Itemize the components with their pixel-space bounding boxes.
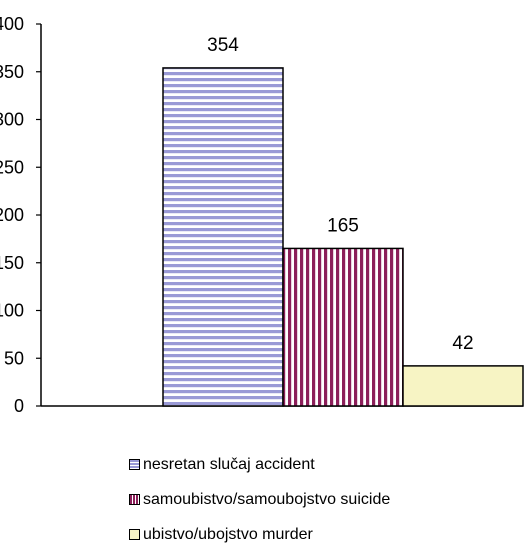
bars xyxy=(162,67,524,407)
legend-label-accident: nesretan slučaj accident xyxy=(143,455,315,473)
legend-item-murder: ubistvo/ubojstvo murder xyxy=(129,524,390,545)
legend: nesretan slučaj accident samoubistvo/sam… xyxy=(129,454,390,559)
legend-item-suicide: samoubistvo/samoubojstvo suicide xyxy=(129,489,390,510)
axes: 0 50 100 150 200 250 300 350 400 xyxy=(0,14,523,416)
y-tick-label: 400 xyxy=(0,14,24,34)
data-label: 165 xyxy=(327,215,359,236)
legend-label-suicide: samoubistvo/samoubojstvo suicide xyxy=(143,490,391,508)
y-tick-label: 350 xyxy=(0,62,24,82)
legend-swatch-accident xyxy=(129,459,140,470)
data-labels: 354 165 42 xyxy=(207,35,473,354)
legend-swatch-murder xyxy=(129,529,140,540)
bar-accident xyxy=(162,67,284,407)
y-tick-label: 300 xyxy=(0,110,24,130)
legend-label-murder: ubistvo/ubojstvo murder xyxy=(143,525,313,543)
legend-swatch-suicide xyxy=(129,494,140,505)
y-tick-label: 50 xyxy=(4,348,24,368)
data-label: 42 xyxy=(452,333,473,354)
y-tick-label: 0 xyxy=(14,396,24,416)
bar-chart: 0 50 100 150 200 250 300 350 400 354 165 42 xyxy=(0,14,524,416)
legend-item-accident: nesretan slučaj accident xyxy=(129,454,390,475)
y-tick-label: 200 xyxy=(0,205,24,225)
y-tick-label: 100 xyxy=(0,301,24,321)
y-tick-label: 250 xyxy=(0,157,24,177)
y-tick-label: 150 xyxy=(0,253,24,273)
bar-murder xyxy=(402,365,524,407)
bar-suicide xyxy=(282,247,404,407)
data-label: 354 xyxy=(207,35,239,56)
